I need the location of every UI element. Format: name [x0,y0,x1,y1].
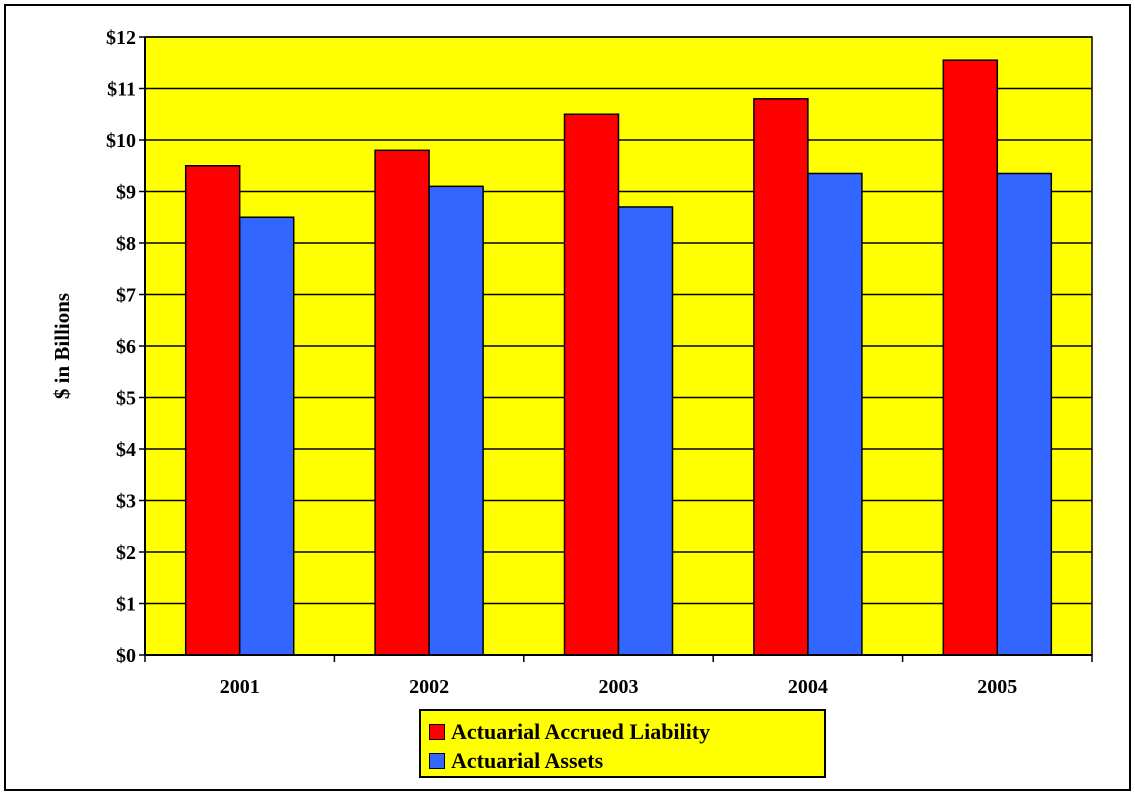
x-tick-label: 2005 [977,676,1017,698]
bar-assets-2002 [428,185,484,656]
y-tick-label: $9 [116,182,136,204]
y-tick-label: $1 [116,594,136,616]
y-tick-label: $8 [116,233,136,255]
y-tick-label: $3 [116,491,136,513]
x-tick-label: 2001 [220,676,260,698]
y-tick-label: $6 [116,336,136,358]
bar-assets-2003 [617,206,674,656]
bar-liability-2002 [374,149,430,656]
legend: Actuarial Accrued Liability Actuarial As… [419,709,826,778]
y-tick-label: $4 [116,439,136,461]
legend-swatch-liability [429,723,445,740]
legend-item-assets: Actuarial Assets [429,746,824,775]
y-tick-label: $10 [106,130,136,152]
x-tick-label: 2002 [409,676,449,698]
legend-item-liability: Actuarial Accrued Liability [429,717,824,746]
bar-liability-2004 [753,98,809,656]
legend-label-assets: Actuarial Assets [451,747,604,773]
y-tick-label: $11 [107,79,136,101]
bar-liability-2003 [563,113,620,656]
x-tick-label: 2004 [788,676,828,698]
y-tick-labels: $0 $1 $2 $3 $4 $5 $6 $7 $8 $9 $10 $11 $12 [106,27,136,667]
axes [139,36,1093,662]
bar-assets-2004 [807,172,863,656]
bar-assets-2005 [996,172,1053,656]
bar-liability-2001 [184,165,241,656]
y-axis-title: $ in Billions [50,293,74,399]
y-tick-label: $5 [116,388,136,410]
legend-swatch-assets [429,752,445,769]
bar-liability-2005 [942,59,999,656]
x-tick-label: 2003 [599,676,639,698]
y-tick-label: $2 [116,542,136,564]
legend-label-liability: Actuarial Accrued Liability [451,718,711,744]
y-tick-label: $0 [116,645,136,667]
y-tick-label: $7 [116,285,136,307]
bars [184,59,1053,656]
y-tick-label: $12 [106,27,136,49]
x-tick-labels: 2001 2002 2003 2004 2005 [220,676,1018,698]
bar-assets-2001 [238,216,295,656]
